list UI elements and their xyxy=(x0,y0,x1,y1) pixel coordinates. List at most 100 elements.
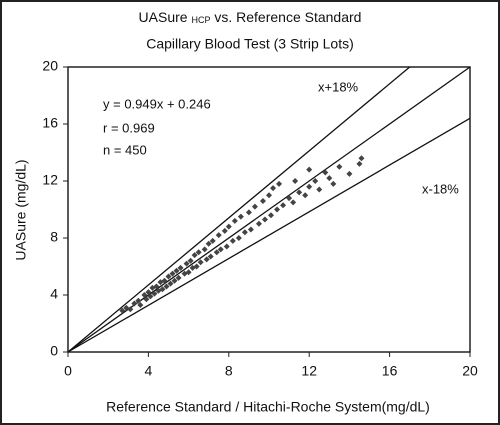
data-point xyxy=(346,170,353,177)
data-point xyxy=(185,269,192,276)
y-tick-label: 0 xyxy=(50,343,58,359)
reference-line xyxy=(67,66,411,353)
data-point xyxy=(145,289,152,296)
data-point xyxy=(290,199,297,206)
data-point xyxy=(255,220,262,227)
data-point xyxy=(326,175,333,182)
data-point xyxy=(201,246,208,253)
data-point xyxy=(209,237,216,244)
data-point xyxy=(251,203,258,210)
data-point xyxy=(165,273,172,280)
data-point xyxy=(302,192,309,199)
y-tick-label: 4 xyxy=(50,286,58,302)
y-axis-label: UASure (mg/dL) xyxy=(13,159,29,260)
data-point xyxy=(147,293,154,300)
data-point xyxy=(205,240,212,247)
data-point xyxy=(306,166,313,173)
data-point xyxy=(312,178,319,184)
data-point xyxy=(286,195,293,202)
data-point xyxy=(261,216,268,223)
data-point xyxy=(191,252,198,259)
data-point xyxy=(119,307,126,314)
data-point xyxy=(195,249,202,256)
data-point xyxy=(153,283,160,290)
data-point xyxy=(356,160,363,167)
data-point xyxy=(270,185,277,192)
x-tick-label: 12 xyxy=(301,363,317,379)
data-point xyxy=(316,186,323,193)
equation: y = 0.949x + 0.246 xyxy=(103,96,211,111)
x-tick-label: 0 xyxy=(64,363,72,379)
title-subscript: HCP xyxy=(191,15,210,25)
data-point xyxy=(183,260,190,267)
data-point xyxy=(229,237,236,244)
data-point xyxy=(217,246,224,253)
reference-line xyxy=(67,117,471,353)
data-point xyxy=(177,264,184,271)
data-point xyxy=(259,197,266,204)
data-point xyxy=(207,253,214,260)
x-axis-label: Reference Standard / Hitachi-Roche Syste… xyxy=(106,399,430,415)
data-point xyxy=(131,300,138,307)
x-tick-label: 20 xyxy=(462,363,478,379)
data-point xyxy=(336,163,343,170)
data-point xyxy=(161,277,168,284)
data-point xyxy=(141,292,148,298)
y-tick-label: 8 xyxy=(50,229,58,245)
data-point xyxy=(213,249,220,256)
data-point xyxy=(151,290,158,297)
data-point xyxy=(235,235,242,241)
y-tick-label: 20 xyxy=(42,58,58,74)
data-point xyxy=(276,180,283,187)
data-point xyxy=(225,223,232,230)
x-tick-label: 4 xyxy=(145,363,153,379)
data-point xyxy=(223,243,230,250)
upper-line-label: x+18% xyxy=(318,79,359,94)
data-point xyxy=(231,217,238,224)
data-point xyxy=(137,301,144,308)
data-point xyxy=(187,257,194,264)
data-point xyxy=(167,280,174,287)
title-main: UASure xyxy=(139,9,188,25)
data-point xyxy=(163,283,170,290)
data-point xyxy=(274,206,281,213)
data-point xyxy=(143,296,150,303)
data-point xyxy=(173,267,180,274)
data-point xyxy=(193,263,200,270)
data-point xyxy=(197,259,204,266)
data-point xyxy=(296,189,303,196)
data-point xyxy=(245,209,252,216)
data-point xyxy=(221,227,228,234)
data-point xyxy=(247,226,254,233)
data-point xyxy=(241,229,248,236)
data-point xyxy=(330,180,337,187)
plot-area xyxy=(67,66,471,353)
r-value: r = 0.969 xyxy=(103,120,155,135)
data-point xyxy=(203,256,210,263)
data-point xyxy=(215,232,222,239)
data-point xyxy=(171,277,178,284)
data-point xyxy=(159,286,166,293)
data-point xyxy=(358,155,365,162)
data-point xyxy=(266,192,272,199)
data-point xyxy=(306,183,313,190)
y-tick-label: 16 xyxy=(42,115,58,131)
data-point xyxy=(322,169,329,176)
data-point xyxy=(127,306,134,313)
data-point xyxy=(135,297,142,304)
data-point xyxy=(169,270,176,277)
data-point xyxy=(280,202,287,209)
y-tick-label: 12 xyxy=(42,172,58,188)
n-value: n = 450 xyxy=(103,142,147,157)
x-tick-label: 16 xyxy=(382,363,398,379)
title-rest: vs. Reference Standard xyxy=(214,9,361,25)
data-point xyxy=(268,212,275,219)
data-point xyxy=(292,178,299,184)
x-tick-label: 8 xyxy=(225,363,233,379)
chart-subtitle: Capillary Blood Test (3 Strip Lots) xyxy=(146,36,354,52)
lower-line-label: x-18% xyxy=(422,181,459,196)
data-point xyxy=(237,213,244,220)
